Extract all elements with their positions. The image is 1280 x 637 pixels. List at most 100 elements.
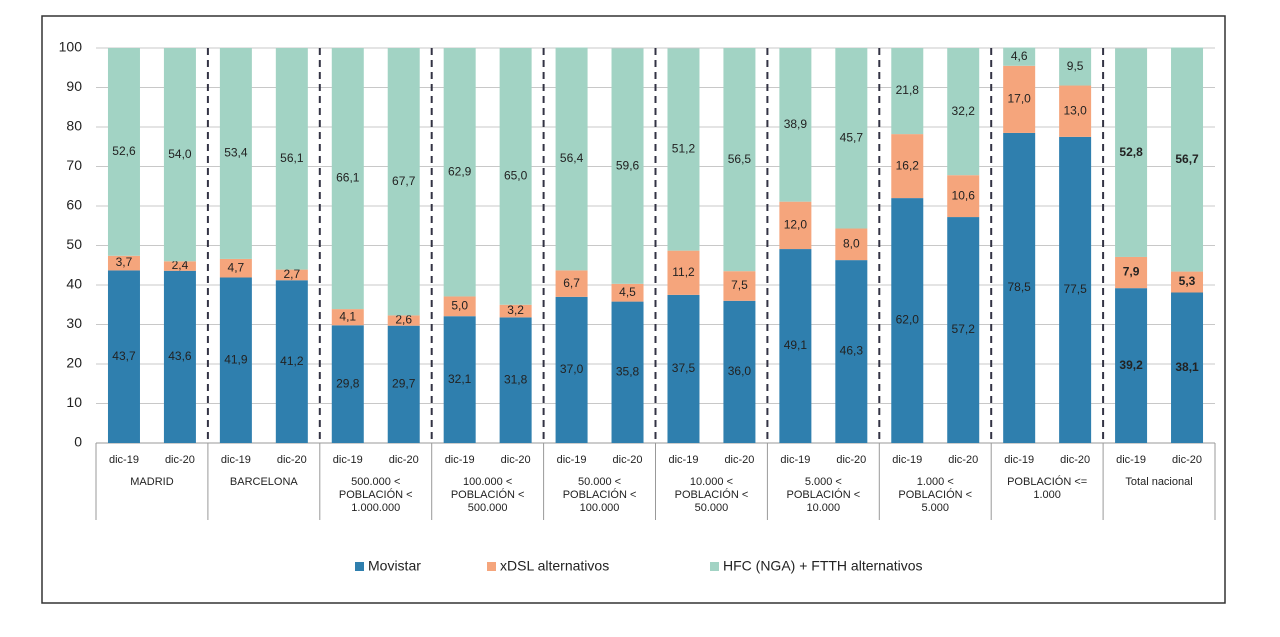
data-label: 3,7 <box>116 255 133 269</box>
bar-segment <box>667 294 700 443</box>
group-label: POBLACIÓN <= <box>1007 475 1087 488</box>
x-tick-label: dic-19 <box>668 454 698 466</box>
bar-segment <box>667 250 700 295</box>
y-tick-label: 90 <box>66 78 82 94</box>
group-label: BARCELONA <box>230 476 299 488</box>
x-tick-label: dic-19 <box>445 454 475 466</box>
data-label: 11,2 <box>672 265 695 279</box>
x-tick-label: dic-20 <box>1172 454 1202 466</box>
data-label: 41,2 <box>280 354 304 368</box>
bar-segment <box>1115 256 1148 289</box>
bar-segment <box>219 277 252 443</box>
group-label: 5.000 <box>921 502 949 514</box>
data-label: 65,0 <box>504 169 528 183</box>
data-label: 2,4 <box>172 258 189 272</box>
data-label: 39,2 <box>1119 358 1143 372</box>
x-tick-label: dic-20 <box>948 454 978 466</box>
data-label: 2,6 <box>395 313 412 327</box>
data-label: 5,0 <box>451 299 468 313</box>
data-label: 29,8 <box>336 376 360 390</box>
bar-segment <box>387 325 420 443</box>
data-label: 5,3 <box>1179 274 1196 288</box>
group-label: 50.000 < <box>578 476 621 488</box>
group-label: 100.000 <box>580 502 620 514</box>
bar-segment <box>1171 47 1204 272</box>
data-label: 37,5 <box>672 361 696 375</box>
bar-segment <box>891 198 924 443</box>
data-label: 53,4 <box>224 146 248 160</box>
x-tick-label: dic-19 <box>1116 454 1146 466</box>
x-tick-label: dic-19 <box>892 454 922 466</box>
bar-segment <box>611 48 644 284</box>
group-label: 10.000 <box>807 502 841 514</box>
y-tick-label: 10 <box>66 394 82 410</box>
data-label: 10,6 <box>952 188 976 202</box>
data-label: 41,9 <box>224 352 248 366</box>
bar-segment <box>443 48 476 297</box>
data-label: 38,1 <box>1175 360 1199 374</box>
data-label: 35,8 <box>616 364 640 378</box>
y-tick-label: 0 <box>74 434 82 450</box>
bar-segment <box>1003 65 1036 133</box>
x-tick-label: dic-19 <box>1004 454 1034 466</box>
data-label: 8,0 <box>843 236 860 250</box>
group-label: 100.000 < <box>463 476 512 488</box>
x-tick-label: dic-19 <box>557 454 587 466</box>
bar-segment <box>387 315 420 326</box>
bar-segment <box>1059 136 1092 443</box>
data-label: 46,3 <box>840 344 864 358</box>
bar-segment <box>499 48 532 305</box>
data-label: 52,6 <box>112 144 136 158</box>
bar-segment <box>499 304 532 318</box>
bar-segment <box>163 270 196 443</box>
bar-segment <box>1059 48 1092 86</box>
bar-segment <box>219 48 252 259</box>
data-label: 16,2 <box>896 158 920 172</box>
data-label: 56,4 <box>560 151 584 165</box>
bar-segment <box>275 280 308 443</box>
x-tick-label: dic-20 <box>389 454 419 466</box>
bar-segment <box>1115 48 1148 257</box>
bar-segment <box>723 300 756 443</box>
x-tick-label: dic-19 <box>109 454 139 466</box>
data-label: 2,7 <box>283 267 300 281</box>
y-tick-label: 100 <box>59 39 83 55</box>
data-label: 31,8 <box>504 372 528 386</box>
data-label: 62,9 <box>448 164 472 178</box>
bar-segment <box>835 260 868 443</box>
group-label: POBLACIÓN < <box>898 488 972 501</box>
group-label: 1.000.000 <box>351 502 400 514</box>
data-label: 3,2 <box>507 303 524 317</box>
x-tick-label: dic-20 <box>1060 454 1090 466</box>
bar-segment <box>1171 292 1204 443</box>
x-tick-label: dic-20 <box>724 454 754 466</box>
group-label: POBLACIÓN < <box>787 488 861 501</box>
bar-segment <box>947 217 980 443</box>
bar-segment <box>331 48 364 310</box>
bar-segment <box>779 249 812 443</box>
legend-label: xDSL alternativos <box>500 558 609 574</box>
data-label: 45,7 <box>840 130 864 144</box>
group-label: Total nacional <box>1125 476 1192 488</box>
group-label: POBLACIÓN < <box>339 488 413 501</box>
data-label: 43,7 <box>112 349 136 363</box>
y-tick-label: 40 <box>66 276 82 292</box>
x-tick-label: dic-19 <box>221 454 251 466</box>
x-tick-label: dic-20 <box>277 454 307 466</box>
data-label: 12,0 <box>784 218 808 232</box>
bar-segment <box>611 283 644 302</box>
bar-segment <box>275 48 308 270</box>
y-tick-label: 70 <box>66 157 82 173</box>
group-label: 500.000 < <box>351 476 400 488</box>
data-label: 56,5 <box>728 152 752 166</box>
data-label: 54,0 <box>168 147 192 161</box>
data-label: 56,7 <box>1175 152 1199 166</box>
data-label: 52,8 <box>1119 145 1143 159</box>
data-label: 51,2 <box>672 142 696 156</box>
data-label: 6,7 <box>563 276 580 290</box>
legend-swatch <box>487 562 496 571</box>
data-label: 32,2 <box>952 104 976 118</box>
bar-segment <box>163 261 196 271</box>
